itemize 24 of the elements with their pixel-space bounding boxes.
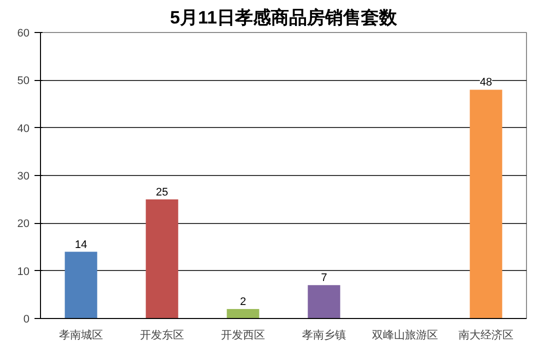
chart-title: 5月11日孝感商品房销售套数 (170, 8, 398, 28)
data-label: 7 (320, 272, 328, 284)
y-tick-label: 20 (17, 218, 30, 230)
x-tick-label: 开发西区 (221, 330, 265, 342)
x-tick-label: 开发东区 (140, 328, 184, 342)
bar (226, 308, 260, 318)
x-tick-label: 孝南乡镇 (302, 328, 346, 342)
y-tick-label: 0 (23, 314, 30, 326)
data-label: 14 (74, 238, 88, 251)
x-tick-label: 孝南城区 (59, 328, 103, 342)
bar (64, 252, 98, 318)
data-label: 48 (480, 76, 492, 89)
y-tick-label: 10 (17, 266, 30, 278)
data-label: 2 (240, 296, 246, 308)
y-tick-label: 60 (17, 28, 30, 40)
x-tick-label: 南大经济区 (458, 328, 514, 342)
bar (470, 90, 502, 318)
x-tick-label: 双峰山旅游区 (372, 328, 438, 342)
y-tick-label: 30 (17, 170, 30, 182)
bar (308, 285, 340, 318)
bar (146, 199, 178, 318)
y-tick-label: 40 (17, 122, 30, 135)
data-label: 25 (156, 186, 168, 198)
y-tick-label: 50 (17, 75, 30, 88)
